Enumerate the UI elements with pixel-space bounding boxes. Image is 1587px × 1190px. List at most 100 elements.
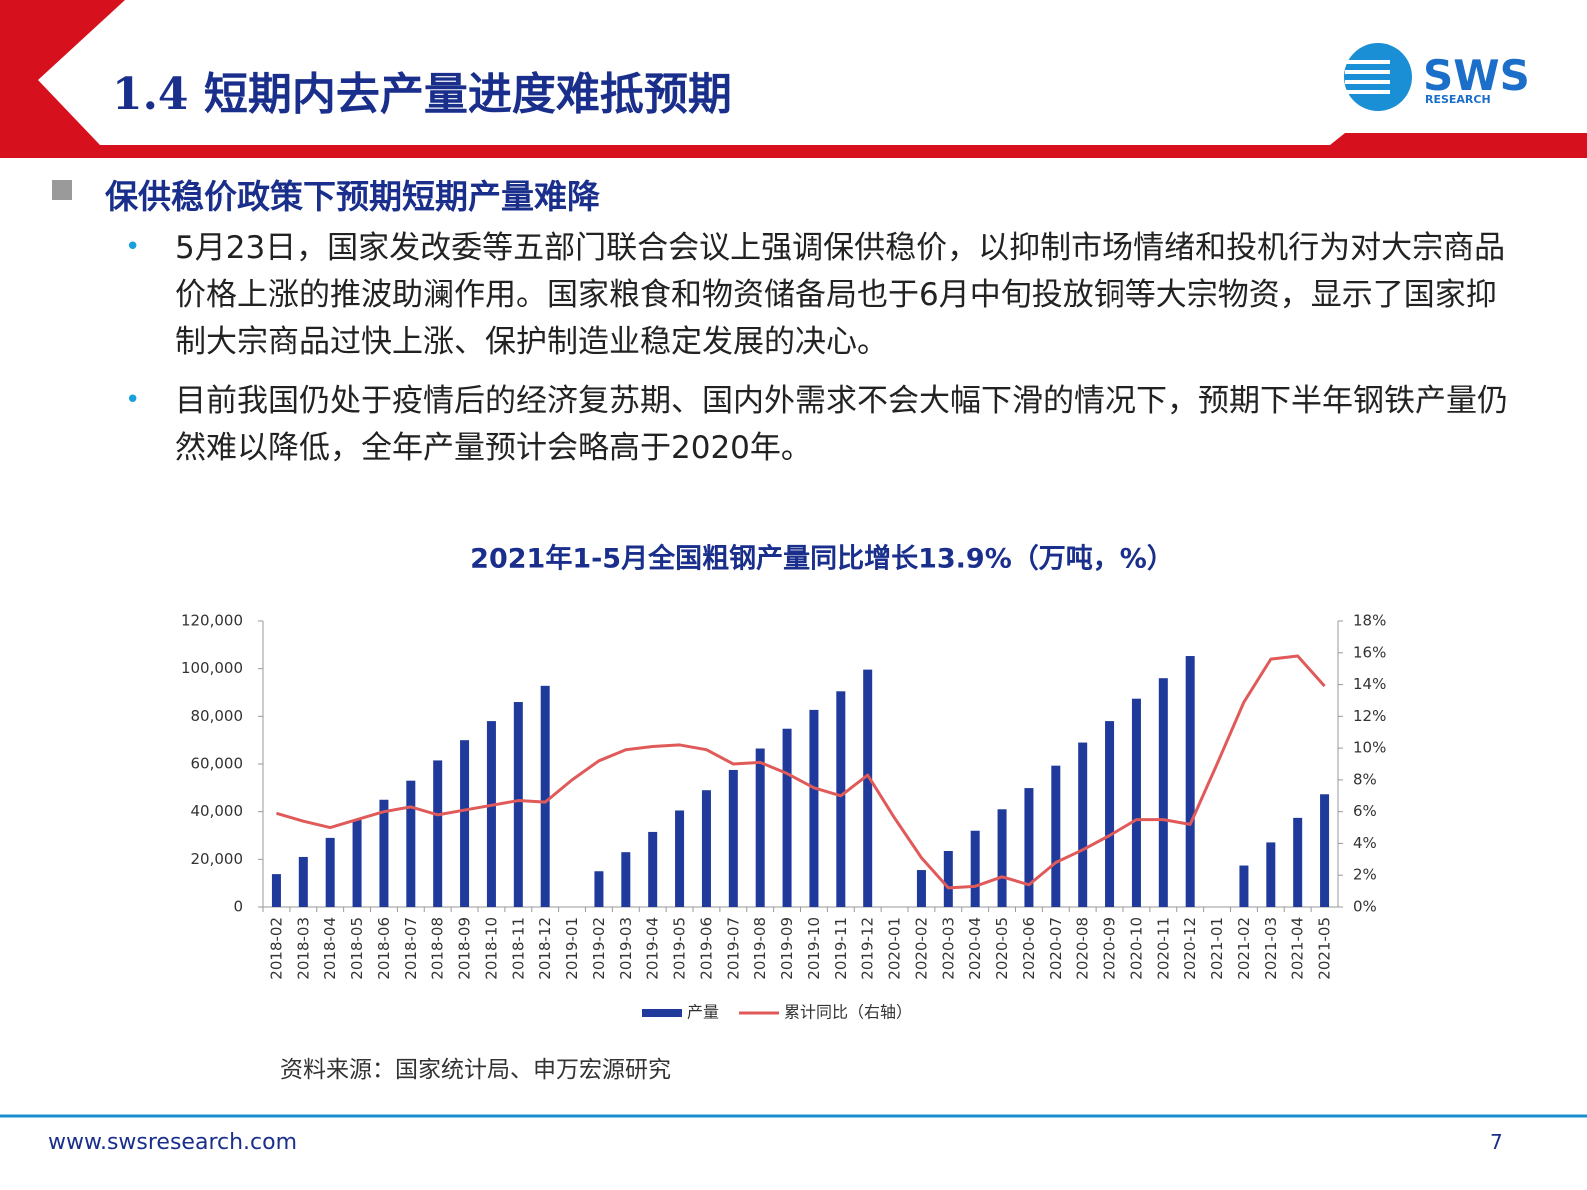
logo-sub: RESEARCH bbox=[1425, 93, 1491, 106]
x-tick-label: 2019-03 bbox=[617, 917, 635, 980]
bar bbox=[1158, 678, 1168, 907]
y-tick-label: 120,000 bbox=[181, 612, 243, 630]
x-tick-label: 2020-03 bbox=[939, 917, 957, 980]
bar bbox=[1293, 817, 1303, 907]
x-tick-label: 2018-08 bbox=[429, 917, 447, 980]
legend-swatch bbox=[642, 1009, 682, 1017]
x-tick-label: 2020-01 bbox=[886, 917, 904, 980]
bar bbox=[352, 820, 362, 907]
x-tick-label: 2020-11 bbox=[1154, 917, 1172, 980]
bullet-dot: • bbox=[125, 232, 141, 262]
x-tick-label: 2018-03 bbox=[294, 917, 312, 980]
y-tick-label: 60,000 bbox=[191, 755, 244, 773]
bar bbox=[1266, 842, 1276, 907]
x-tick-label: 2020-04 bbox=[966, 917, 984, 980]
bar bbox=[594, 871, 604, 907]
x-tick-label: 2018-05 bbox=[348, 917, 366, 980]
bar bbox=[325, 837, 335, 907]
x-tick-label: 2020-10 bbox=[1127, 917, 1145, 980]
bar bbox=[1078, 742, 1088, 907]
chart-title: 2021年1-5月全国粗钢产量同比增长13.9%（万吨，%） bbox=[470, 543, 1174, 575]
x-tick-label: 2019-07 bbox=[724, 917, 742, 980]
y2-tick-label: 18% bbox=[1353, 612, 1386, 630]
bar bbox=[728, 769, 738, 907]
header-band bbox=[0, 0, 1587, 158]
bar bbox=[675, 810, 685, 907]
x-tick-label: 2018-04 bbox=[321, 917, 339, 980]
x-tick-label: 2020-02 bbox=[912, 917, 930, 980]
x-tick-label: 2019-04 bbox=[644, 917, 662, 980]
bar bbox=[1185, 656, 1195, 907]
bar bbox=[943, 850, 953, 907]
bar bbox=[809, 709, 819, 907]
x-tick-label: 2019-11 bbox=[832, 917, 850, 980]
bar bbox=[916, 870, 926, 907]
y-tick-label: 100,000 bbox=[181, 659, 243, 677]
logo-text: SWS bbox=[1423, 51, 1530, 100]
x-tick-label: 2020-09 bbox=[1101, 917, 1119, 980]
y2-tick-label: 2% bbox=[1353, 866, 1377, 884]
y-tick-label: 0 bbox=[233, 898, 243, 916]
x-tick-label: 2018-06 bbox=[375, 917, 393, 980]
y-tick-label: 80,000 bbox=[191, 707, 244, 725]
x-tick-label: 2018-09 bbox=[456, 917, 474, 980]
x-tick-label: 2019-09 bbox=[778, 917, 796, 980]
x-tick-label: 2019-01 bbox=[563, 917, 581, 980]
x-tick-label: 2020-08 bbox=[1074, 917, 1092, 980]
slide-title: 1.4 短期内去产量进度难抵预期 bbox=[112, 69, 732, 120]
y2-tick-label: 0% bbox=[1353, 898, 1377, 916]
x-tick-label: 2018-07 bbox=[402, 917, 420, 980]
bar bbox=[863, 669, 873, 907]
y2-tick-label: 8% bbox=[1353, 770, 1377, 788]
x-tick-label: 2021-01 bbox=[1208, 917, 1226, 980]
bar bbox=[648, 831, 658, 907]
x-tick-label: 2018-02 bbox=[267, 917, 285, 980]
bullet-dot: • bbox=[125, 385, 141, 415]
bar bbox=[379, 799, 389, 907]
x-tick-label: 2021-05 bbox=[1316, 917, 1334, 980]
bar bbox=[460, 740, 470, 907]
bullet-text: 目前我国仍处于疫情后的经济复苏期、国内外需求不会大幅下滑的情况下，预期下半年钢铁… bbox=[175, 383, 1508, 466]
bar bbox=[997, 809, 1007, 907]
bar bbox=[1131, 698, 1141, 907]
x-tick-label: 2020-06 bbox=[1020, 917, 1038, 980]
square-bullet bbox=[52, 180, 72, 200]
legend-label: 累计同比（右轴） bbox=[784, 1003, 912, 1022]
bar bbox=[1051, 765, 1061, 907]
bar bbox=[1320, 794, 1330, 907]
source: 资料来源：国家统计局、申万宏源研究 bbox=[280, 1057, 671, 1083]
bar bbox=[621, 852, 631, 907]
x-tick-label: 2019-08 bbox=[751, 917, 769, 980]
bar bbox=[1024, 788, 1034, 907]
x-tick-label: 2020-07 bbox=[1047, 917, 1065, 980]
x-tick-label: 2019-12 bbox=[859, 917, 877, 980]
bar bbox=[970, 830, 980, 907]
x-tick-label: 2021-02 bbox=[1235, 917, 1253, 980]
bar bbox=[406, 780, 416, 907]
x-tick-label: 2019-06 bbox=[697, 917, 715, 980]
bar bbox=[836, 691, 846, 907]
x-tick-label: 2019-10 bbox=[805, 917, 823, 980]
x-tick-label: 2019-02 bbox=[590, 917, 608, 980]
legend-label: 产量 bbox=[687, 1003, 719, 1022]
x-tick-label: 2020-05 bbox=[993, 917, 1011, 980]
bar bbox=[298, 856, 308, 907]
website: www.swsresearch.com bbox=[48, 1130, 298, 1155]
x-tick-label: 2019-05 bbox=[671, 917, 689, 980]
bullet-text: 5月23日，国家发改委等五部门联合会议上强调保供稳价，以抑制市场情绪和投机行为对… bbox=[175, 230, 1506, 360]
y-tick-label: 40,000 bbox=[191, 802, 244, 820]
y2-tick-label: 4% bbox=[1353, 834, 1377, 852]
x-tick-label: 2021-03 bbox=[1262, 917, 1280, 980]
bar bbox=[271, 874, 281, 907]
logo-stripes bbox=[1345, 60, 1390, 94]
y2-tick-label: 14% bbox=[1353, 675, 1386, 693]
page-number: 7 bbox=[1490, 1130, 1503, 1154]
line bbox=[276, 654, 1326, 890]
bar bbox=[701, 790, 711, 907]
bar bbox=[540, 685, 550, 907]
x-tick-label: 2020-12 bbox=[1181, 917, 1199, 980]
y-tick-label: 20,000 bbox=[191, 850, 244, 868]
y2-tick-label: 6% bbox=[1353, 802, 1377, 820]
